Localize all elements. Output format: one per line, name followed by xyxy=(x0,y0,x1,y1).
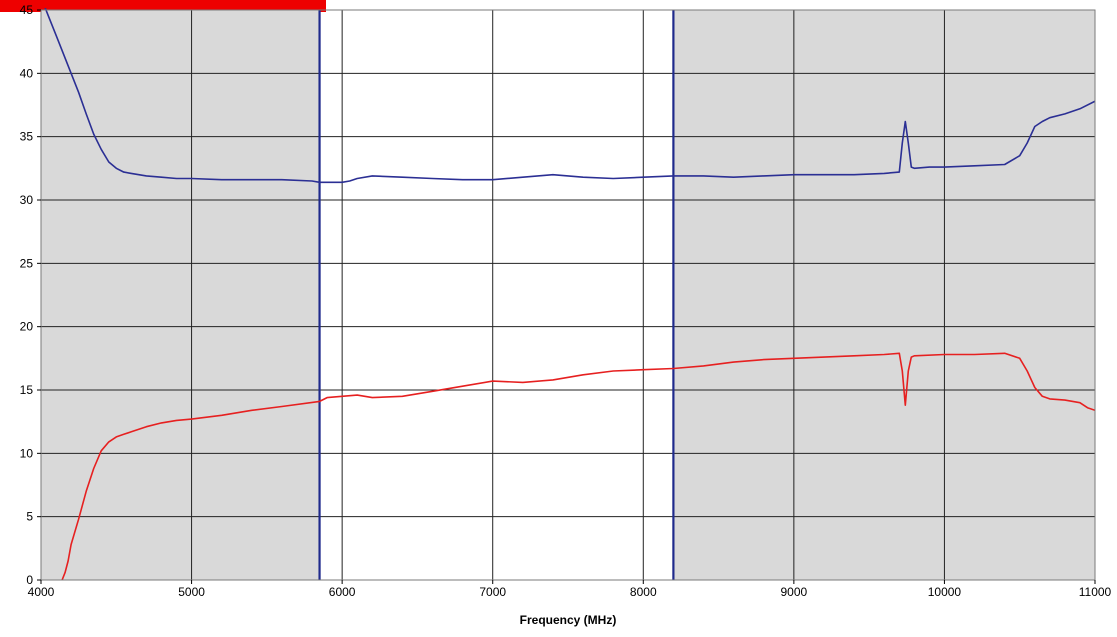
y-tick-label: 45 xyxy=(20,3,34,17)
x-axis-label: Frequency (MHz) xyxy=(520,613,617,627)
band-markers xyxy=(318,10,675,580)
series-line-1 xyxy=(61,352,1095,580)
y-tick-label: 35 xyxy=(20,130,34,144)
shaded-band-1 xyxy=(673,10,1095,580)
x-tick-label: 6000 xyxy=(329,585,356,599)
y-tick-label: 15 xyxy=(20,383,34,397)
y-tick-labels: 0 5 10 15 20 25 30 35 40 45 xyxy=(20,3,41,587)
x-tick-label: 8000 xyxy=(630,585,657,599)
y-tick-label: 30 xyxy=(20,193,34,207)
y-tick-label: 25 xyxy=(20,256,34,270)
x-tick-label: 10000 xyxy=(928,585,962,599)
header-banner xyxy=(0,0,326,12)
x-tick-label: 7000 xyxy=(479,585,506,599)
y-tick-label: 20 xyxy=(20,320,34,334)
series-line-0 xyxy=(44,8,1095,184)
x-tick-label: 5000 xyxy=(178,585,205,599)
series-lines xyxy=(44,8,1095,580)
plot-frame xyxy=(40,9,1096,581)
shaded-band-0 xyxy=(41,10,320,580)
y-tick-label: 5 xyxy=(26,510,33,524)
x-tick-labels: 4000 5000 6000 7000 8000 9000 10000 11000 xyxy=(28,580,1112,599)
x-tick-label: 9000 xyxy=(781,585,808,599)
y-tick-label: 0 xyxy=(26,573,33,587)
x-tick-label: 11000 xyxy=(1079,585,1112,599)
y-tick-label: 40 xyxy=(20,66,34,80)
x-tick-label: 4000 xyxy=(28,585,55,599)
y-tick-label: 10 xyxy=(20,446,34,460)
shaded-bands xyxy=(41,10,1095,580)
